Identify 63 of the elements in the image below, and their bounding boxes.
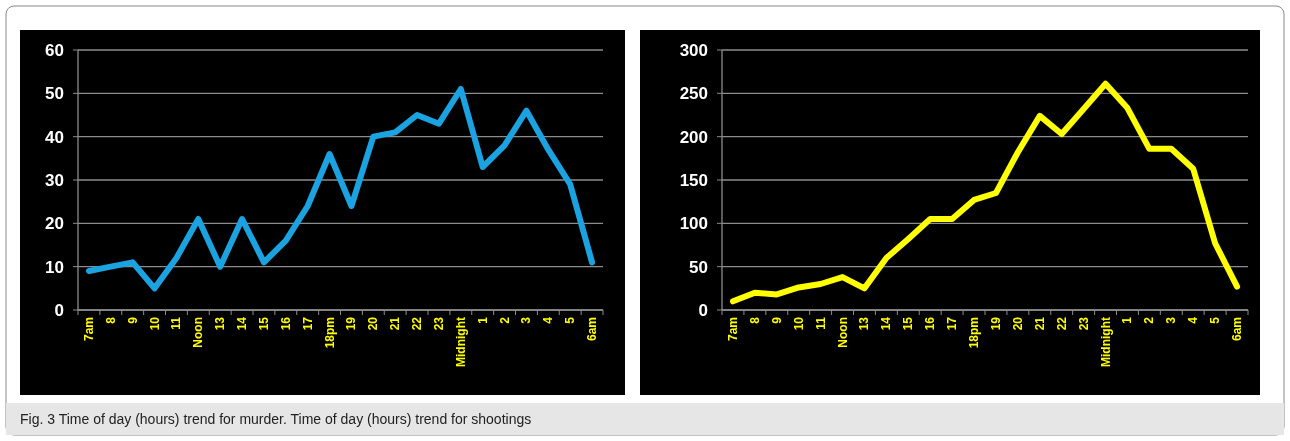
x-tick-label: 17 (300, 316, 315, 331)
x-tick-label: 13 (213, 316, 228, 331)
x-tick-label: 9 (769, 316, 784, 324)
y-tick-label: 10 (45, 257, 64, 277)
x-tick-label: 19 (344, 316, 359, 331)
x-tick-label: 8 (747, 316, 762, 324)
x-tick-label: 23 (1076, 316, 1091, 331)
x-tick-label: Midnight (453, 317, 468, 367)
x-tick-label: 15 (901, 316, 916, 331)
x-tick-label: 18pm (967, 317, 982, 349)
y-tick-label: 50 (689, 257, 708, 277)
x-tick-label: Noon (191, 317, 206, 348)
x-tick-label: 21 (388, 316, 403, 331)
x-tick-label: 22 (1054, 316, 1069, 331)
y-tick-label: 40 (45, 127, 64, 147)
x-tick-label: 7am (725, 317, 740, 342)
y-tick-label: 150 (679, 170, 708, 190)
x-tick-label: 4 (1186, 316, 1201, 324)
x-tick-label: 9 (125, 316, 140, 324)
x-tick-label: 20 (1010, 316, 1025, 331)
x-tick-label: 1 (1120, 316, 1135, 324)
x-tick-label: 1 (475, 316, 490, 324)
x-tick-label: 18pm (322, 317, 337, 349)
x-tick-label: 14 (879, 316, 894, 331)
x-tick-label: 23 (431, 316, 446, 331)
x-tick-label: 16 (923, 316, 938, 331)
x-tick-label: Noon (835, 317, 850, 348)
x-tick-label: 11 (813, 316, 828, 330)
y-tick-label: 0 (698, 300, 708, 320)
x-tick-label: 3 (519, 316, 534, 324)
x-tick-label: 4 (541, 316, 556, 324)
x-tick-label: 6am (585, 317, 600, 342)
x-tick-label: 2 (1142, 316, 1157, 324)
x-tick-label: 6am (1230, 317, 1245, 342)
y-tick-label: 200 (679, 127, 708, 147)
x-tick-label: Midnight (1098, 317, 1113, 367)
x-tick-label: 16 (278, 316, 293, 331)
x-tick-label: 15 (256, 316, 271, 331)
y-tick-label: 250 (679, 84, 708, 104)
x-tick-label: 21 (1032, 316, 1047, 331)
x-tick-label: 7am (81, 317, 96, 342)
x-tick-label: 11 (169, 316, 184, 330)
x-tick-label: 8 (103, 316, 118, 324)
y-tick-label: 20 (45, 214, 64, 234)
caption: Fig. 3 Time of day (hours) trend for murder. Time of day (hours) trend for shootings (20, 411, 532, 427)
x-tick-label: 3 (1164, 316, 1179, 324)
x-tick-label: 20 (366, 316, 381, 331)
x-tick-label: 13 (857, 316, 872, 331)
y-tick-label: 100 (679, 214, 708, 234)
x-tick-label: 5 (563, 316, 578, 324)
x-tick-label: 10 (147, 316, 162, 331)
x-tick-label: 5 (1208, 316, 1223, 324)
x-tick-label: 19 (988, 316, 1003, 331)
y-tick-label: 60 (45, 40, 64, 60)
y-tick-label: 30 (45, 170, 64, 190)
x-tick-label: 22 (410, 316, 425, 331)
x-tick-label: 14 (235, 316, 250, 331)
y-tick-label: 50 (45, 84, 64, 104)
x-tick-label: 2 (497, 316, 512, 324)
x-tick-label: 17 (945, 316, 960, 331)
y-tick-label: 0 (54, 300, 64, 320)
y-tick-label: 300 (679, 40, 708, 60)
x-tick-label: 10 (791, 316, 806, 331)
